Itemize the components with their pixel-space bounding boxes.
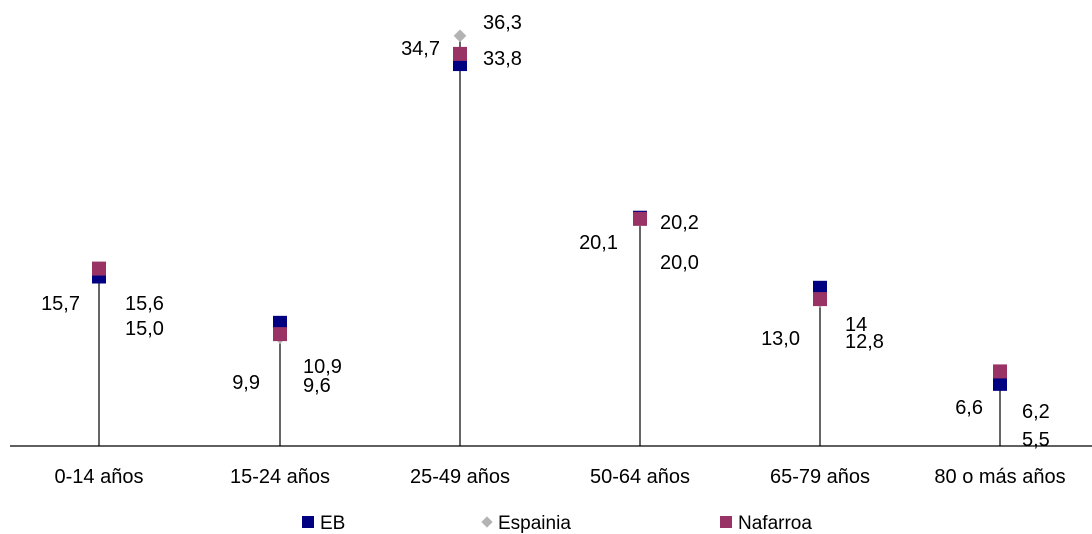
legend-marker-nafarroa xyxy=(720,516,732,528)
legend-marker-eb xyxy=(302,516,314,528)
legend-marker-espainia xyxy=(481,516,493,528)
marker-nafarroa xyxy=(453,46,467,61)
legend-label-nafarroa: Nafarroa xyxy=(738,513,812,534)
data-labels: 15,0 15,6 15,7 10,99,6 9,9 33,8 36,3 34,7 20,2 20… xyxy=(41,12,1050,451)
data-label-eb: 10,9 xyxy=(303,356,342,378)
marker-eb xyxy=(273,315,287,330)
data-label-espainia: 36,3 xyxy=(483,12,522,34)
x-tick-label: 80 o más años xyxy=(934,466,1065,488)
legend-label-espainia: Espainia xyxy=(498,513,571,534)
data-label-nafarroa: 34,7 xyxy=(401,38,440,60)
data-label-nafarroa: 6,6 xyxy=(955,397,983,419)
marker-eb xyxy=(813,280,827,295)
data-label-espainia: 15,6 xyxy=(125,293,164,315)
data-label-eb: 33,8 xyxy=(483,48,522,70)
data-label-eb: 14 xyxy=(845,314,867,336)
marker-nafarroa xyxy=(92,261,106,276)
data-label-nafarroa: 20,1 xyxy=(579,232,618,254)
marker-espainia xyxy=(453,29,467,43)
x-tick-label: 50-64 años xyxy=(590,466,690,488)
x-tick-label: 15-24 años xyxy=(230,466,330,488)
data-label-espainia: 6,2 xyxy=(1022,401,1050,423)
data-label-nafarroa: 15,7 xyxy=(41,293,80,315)
marker-nafarroa xyxy=(273,327,287,342)
data-markers xyxy=(92,29,1007,391)
legend: EB Espainia Nafarroa xyxy=(302,513,812,534)
marker-eb xyxy=(993,376,1007,391)
data-label-espainia: 9,6 xyxy=(303,375,331,397)
data-label-eb: 20,2 xyxy=(660,212,699,234)
data-label-espainia: 12,8 xyxy=(845,331,884,353)
x-tick-label: 0-14 años xyxy=(55,466,144,488)
marker-nafarroa xyxy=(813,292,827,307)
legend-label-eb: EB xyxy=(320,513,345,534)
data-label-espainia: 20,0 xyxy=(660,252,699,274)
marker-nafarroa xyxy=(993,364,1007,379)
x-tick-labels: 0-14 años 15-24 años 25-49 años 50-64 años 6… xyxy=(55,466,1066,488)
data-label-nafarroa: 13,0 xyxy=(761,328,800,350)
marker-nafarroa xyxy=(633,211,647,226)
x-tick-label: 25-49 años xyxy=(410,466,510,488)
x-tick-label: 65-79 años xyxy=(770,466,870,488)
data-label-eb: 15,0 xyxy=(125,318,164,340)
data-label-eb: 5,5 xyxy=(1022,429,1050,451)
data-label-nafarroa: 9,9 xyxy=(232,372,260,394)
